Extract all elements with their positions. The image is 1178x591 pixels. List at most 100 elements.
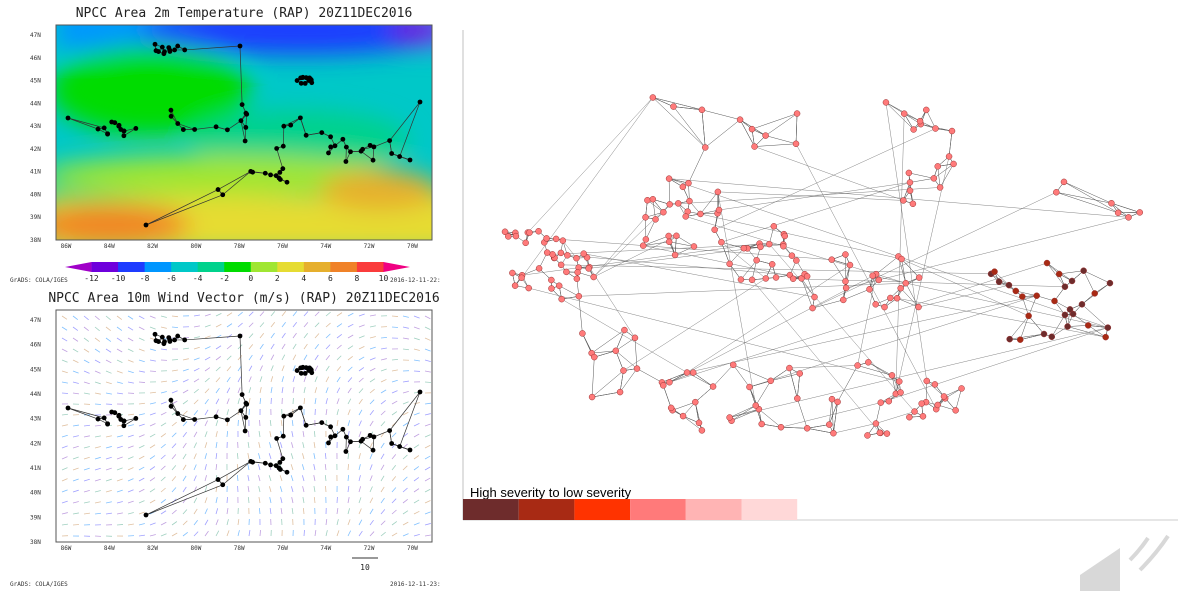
node xyxy=(326,441,331,446)
node xyxy=(172,48,177,53)
node xyxy=(576,293,582,299)
node xyxy=(959,385,965,391)
node xyxy=(759,421,765,427)
node xyxy=(887,295,893,301)
node xyxy=(778,424,784,430)
node xyxy=(172,338,177,343)
node xyxy=(906,170,912,176)
node xyxy=(620,368,626,374)
node xyxy=(867,286,873,292)
node xyxy=(368,433,373,438)
node xyxy=(690,370,696,376)
node xyxy=(162,49,167,54)
node xyxy=(133,126,138,131)
colorbar-label: -6 xyxy=(166,274,176,283)
node xyxy=(214,124,219,129)
node xyxy=(1034,293,1040,299)
node xyxy=(903,280,909,286)
lat-label: 41N xyxy=(30,169,41,176)
node xyxy=(368,143,373,148)
colorbar-label: 8 xyxy=(355,274,360,283)
node xyxy=(683,213,689,219)
lat-label: 42N xyxy=(30,440,41,447)
node xyxy=(1056,271,1062,277)
node xyxy=(298,405,303,410)
node xyxy=(644,197,650,203)
node xyxy=(526,285,532,291)
node xyxy=(886,398,892,404)
node xyxy=(387,428,392,433)
node xyxy=(992,269,998,275)
lat-label: 40N xyxy=(30,490,41,497)
node xyxy=(789,253,795,259)
timestamp: 2016-12-11-22: xyxy=(390,277,441,284)
node xyxy=(285,180,290,185)
node xyxy=(319,420,324,425)
node xyxy=(753,403,759,409)
node xyxy=(117,123,122,128)
node xyxy=(667,201,673,207)
node xyxy=(670,104,676,110)
lat-label: 47N xyxy=(30,32,41,39)
node xyxy=(923,107,929,113)
node xyxy=(876,277,882,283)
node xyxy=(1053,189,1059,195)
node xyxy=(175,334,180,339)
node xyxy=(666,233,672,239)
node xyxy=(340,427,345,432)
node xyxy=(277,170,282,175)
node xyxy=(243,125,248,130)
lon-label: 74W xyxy=(320,243,331,250)
node xyxy=(556,283,562,289)
node xyxy=(653,216,659,222)
node xyxy=(1103,334,1109,340)
node xyxy=(912,409,918,415)
node xyxy=(216,187,221,192)
colorbar-cell xyxy=(65,262,92,272)
node xyxy=(169,398,174,403)
node xyxy=(692,399,698,405)
wind-arrow xyxy=(117,524,123,525)
node xyxy=(829,257,835,263)
node xyxy=(675,200,681,206)
colorbar-label: -8 xyxy=(140,274,150,283)
node xyxy=(371,448,376,453)
node xyxy=(1126,214,1132,220)
node xyxy=(931,175,937,181)
node xyxy=(910,201,916,207)
node xyxy=(900,197,906,203)
node xyxy=(544,235,550,241)
node xyxy=(333,433,338,438)
node xyxy=(686,198,692,204)
node xyxy=(829,396,835,402)
node xyxy=(408,158,413,163)
node xyxy=(889,372,895,378)
node xyxy=(1017,337,1023,343)
node xyxy=(1049,334,1055,340)
node xyxy=(102,125,107,130)
node xyxy=(835,399,841,405)
lon-label: 72W xyxy=(364,545,375,552)
node xyxy=(738,277,744,283)
lat-label: 45N xyxy=(30,366,41,373)
lon-label: 80W xyxy=(190,545,201,552)
node xyxy=(216,477,221,482)
node xyxy=(581,251,587,257)
node xyxy=(685,180,691,186)
node xyxy=(348,149,353,154)
node xyxy=(794,111,800,117)
colorbar-label: -2 xyxy=(219,274,229,283)
node xyxy=(691,243,697,249)
node xyxy=(941,393,947,399)
colorbar-label: 2 xyxy=(275,274,280,283)
lon-label: 86W xyxy=(61,243,72,250)
lat-label: 38N xyxy=(30,237,41,244)
wind-arrow xyxy=(227,497,228,503)
node xyxy=(749,277,755,283)
node xyxy=(192,127,197,132)
node xyxy=(389,441,394,446)
node xyxy=(864,432,870,438)
node xyxy=(763,275,769,281)
node xyxy=(169,404,174,409)
node xyxy=(274,146,279,151)
